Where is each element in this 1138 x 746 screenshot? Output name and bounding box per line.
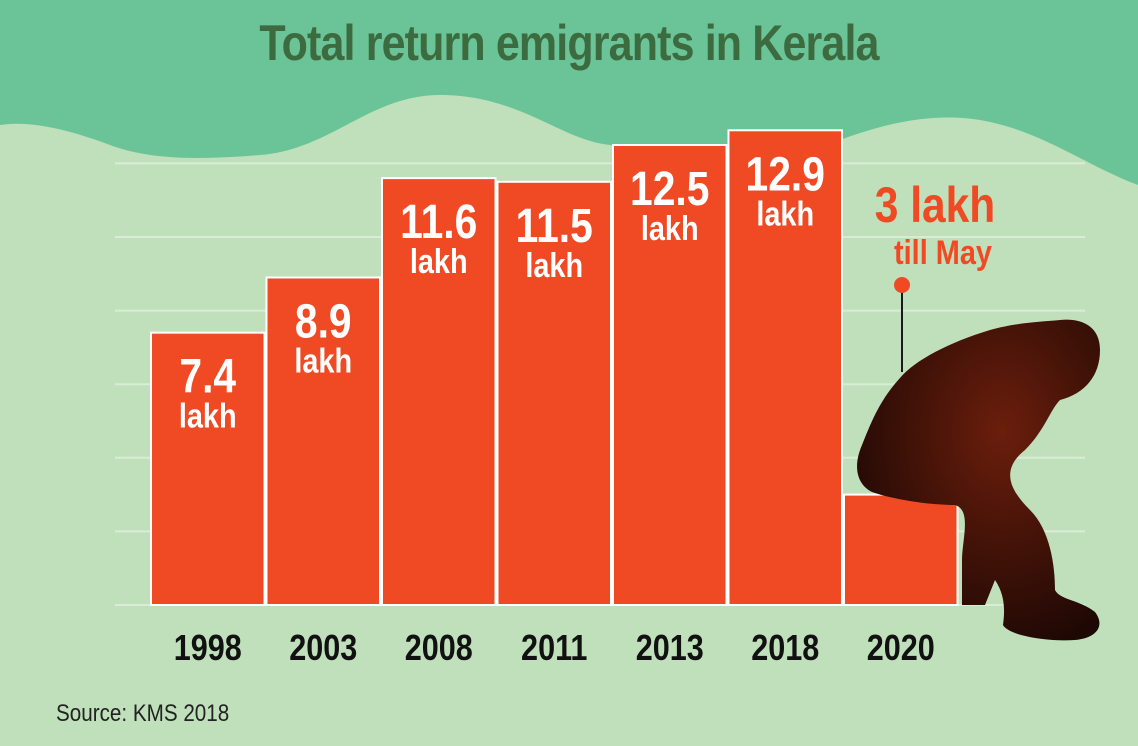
bar-2008	[381, 177, 497, 606]
x-tick-label: 2008	[405, 629, 473, 669]
source-note: Source: KMS 2018	[56, 700, 230, 727]
data-label-unit: lakh	[410, 242, 468, 281]
data-label-unit: lakh	[179, 396, 237, 435]
data-label-value: 12.9	[746, 148, 825, 201]
bar-2018	[727, 129, 843, 606]
x-tick-label: 2013	[636, 629, 704, 669]
chart-title: Total return emigrants in Kerala	[259, 15, 879, 71]
data-label-value: 8.9	[295, 295, 352, 348]
data-label-unit: lakh	[525, 246, 583, 285]
x-tick-label: 2020	[867, 629, 935, 669]
data-label-value: 7.4	[179, 351, 236, 404]
data-label-unit: lakh	[294, 341, 352, 380]
data-label-unit: lakh	[756, 194, 814, 233]
x-tick-label: 2003	[289, 629, 357, 669]
bar-2013	[612, 144, 728, 606]
annotation-dot	[894, 277, 910, 293]
hills-background	[0, 0, 1138, 185]
bar-1998	[150, 331, 266, 606]
data-label-value: 11.6	[400, 196, 477, 249]
bars	[150, 129, 959, 607]
x-tick-label: 2011	[521, 629, 587, 669]
data-label-value: 12.5	[630, 163, 709, 216]
sitting-person-silhouette	[857, 319, 1100, 641]
data-label-value: 3 lakh	[875, 177, 995, 233]
x-tick-label: 2018	[751, 629, 819, 669]
data-annotation: till May	[894, 233, 992, 272]
bar-2011	[496, 180, 612, 607]
labels: 19987.4lakh20038.9lakh200811.6lakh201111…	[174, 148, 996, 668]
data-label-value: 11.5	[516, 200, 593, 253]
x-tick-label: 1998	[174, 629, 242, 669]
bar-2003	[265, 276, 381, 606]
bar-2020	[843, 493, 959, 607]
data-label-unit: lakh	[641, 209, 699, 248]
